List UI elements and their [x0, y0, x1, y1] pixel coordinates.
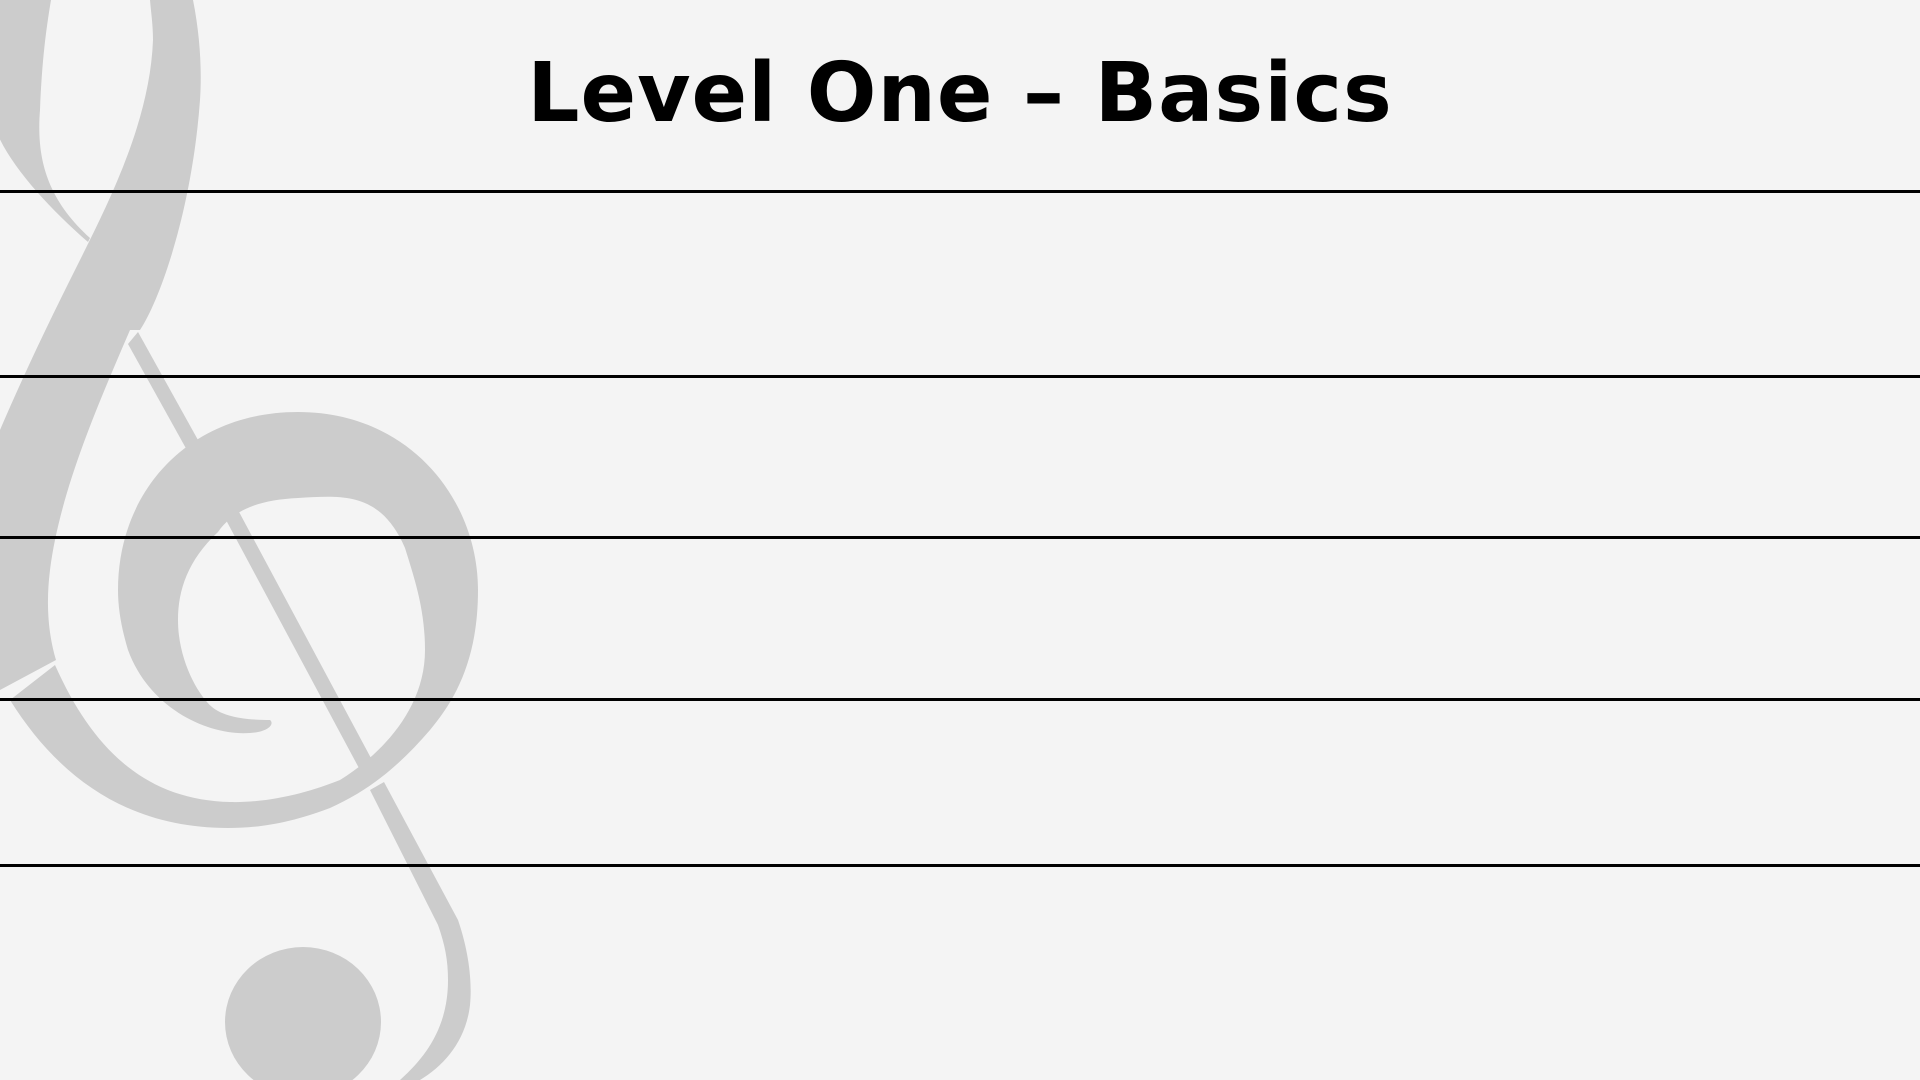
slide-title: Level One – Basics: [527, 46, 1393, 141]
staff-line-3: [0, 536, 1920, 539]
staff-line-2: [0, 375, 1920, 378]
staff-line-4: [0, 698, 1920, 701]
staff-line-5: [0, 864, 1920, 867]
staff-line-1: [0, 190, 1920, 193]
